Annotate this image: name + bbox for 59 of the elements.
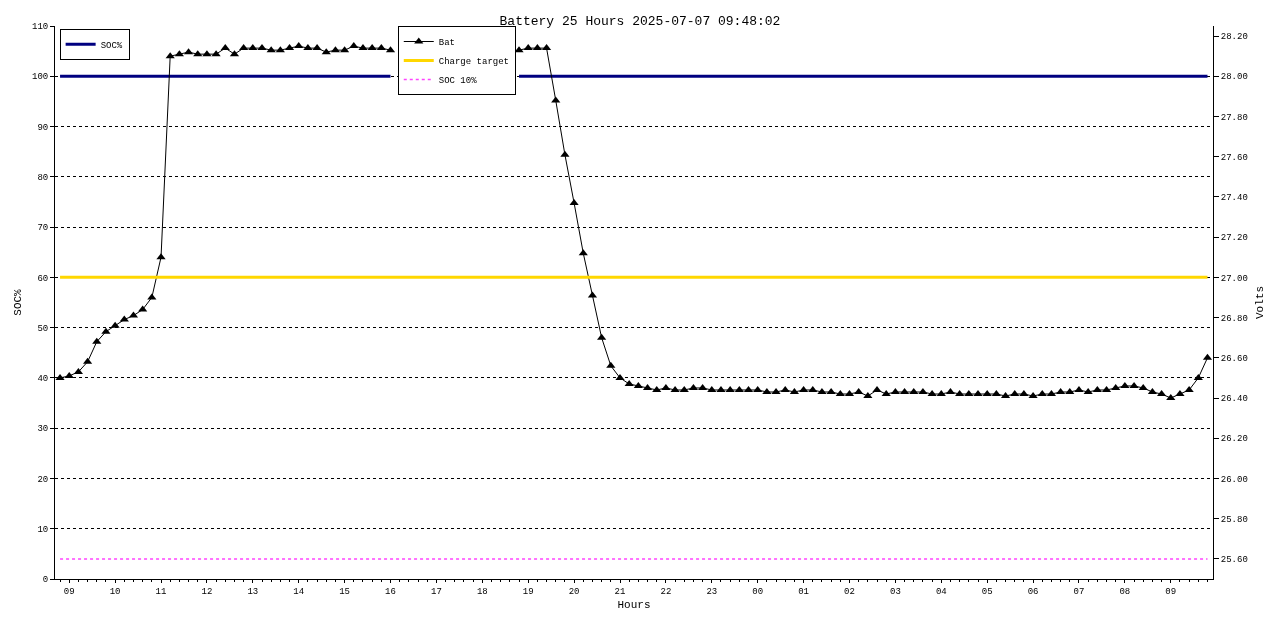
x-tick-label: 18 <box>476 586 488 597</box>
y2-tick-label: 27.60 <box>1220 152 1248 163</box>
y-tick-label: 40 <box>37 374 49 385</box>
y2-tick-label: 25.60 <box>1220 555 1248 566</box>
x-axis-title: Hours <box>617 599 651 611</box>
x-tick-label: 09 <box>63 586 75 597</box>
x-tick-label: 16 <box>385 586 396 597</box>
chart-title: Battery 25 Hours 2025-07-07 09:48:02 <box>499 13 781 29</box>
y-tick-label: 90 <box>37 122 49 133</box>
y-tick-label: 110 <box>32 22 49 33</box>
legend-label: SOC 10% <box>438 76 478 87</box>
x-tick-label: 06 <box>1027 586 1039 597</box>
y2-tick-label: 28.00 <box>1220 72 1248 83</box>
y-axis-title: SOC% <box>11 288 24 316</box>
x-tick-label: 00 <box>752 586 764 597</box>
y-tick-label: 20 <box>37 474 49 485</box>
y2-tick-label: 26.80 <box>1220 313 1248 324</box>
x-tick-label: 11 <box>155 586 167 597</box>
y-tick-label: 60 <box>37 273 49 284</box>
x-tick-label: 17 <box>431 586 442 597</box>
y-tick-label: 0 <box>42 575 49 586</box>
y2-tick-label: 27.40 <box>1220 193 1248 204</box>
y2-tick-label: 26.20 <box>1220 434 1248 445</box>
x-tick-label: 22 <box>660 586 672 597</box>
x-tick-label: 21 <box>614 586 626 597</box>
y2-tick-label: 28.20 <box>1220 32 1248 43</box>
x-tick-label: 23 <box>706 586 718 597</box>
x-tick-label: 09 <box>1165 586 1177 597</box>
x-tick-label: 15 <box>339 586 351 597</box>
y2-tick-label: 27.80 <box>1220 112 1248 123</box>
x-tick-label: 05 <box>981 586 993 597</box>
x-tick-label: 03 <box>889 586 901 597</box>
x-tick-label: 02 <box>844 586 855 597</box>
x-tick-label: 01 <box>798 586 809 597</box>
legend-label: SOC% <box>100 40 123 51</box>
x-tick-label: 19 <box>522 586 534 597</box>
y2-tick-label: 26.40 <box>1220 394 1248 405</box>
x-tick-label: 08 <box>1119 586 1131 597</box>
x-tick-label: 14 <box>293 586 305 597</box>
y2-tick-label: 26.00 <box>1220 474 1248 485</box>
y2-tick-label: 26.60 <box>1220 353 1248 364</box>
y2-tick-label: 25.80 <box>1220 514 1248 525</box>
legend-label: Charge target <box>438 57 509 68</box>
y-tick-label: 100 <box>32 72 49 83</box>
y-tick-label: 30 <box>37 424 49 435</box>
x-tick-label: 13 <box>247 586 259 597</box>
y-tick-label: 10 <box>37 524 49 535</box>
y-tick-label: 80 <box>37 172 49 183</box>
y-tick-label: 50 <box>37 323 49 334</box>
x-tick-label: 07 <box>1073 586 1085 597</box>
y2-axis-title: Volts <box>1254 285 1267 320</box>
legend-label: Bat <box>438 38 455 49</box>
y2-tick-label: 27.20 <box>1220 233 1248 244</box>
x-tick-label: 04 <box>935 586 947 597</box>
y-tick-label: 70 <box>37 223 49 234</box>
x-tick-label: 12 <box>201 586 213 597</box>
x-tick-label: 20 <box>568 586 580 597</box>
x-tick-label: 10 <box>109 586 121 597</box>
y2-tick-label: 27.00 <box>1220 273 1248 284</box>
